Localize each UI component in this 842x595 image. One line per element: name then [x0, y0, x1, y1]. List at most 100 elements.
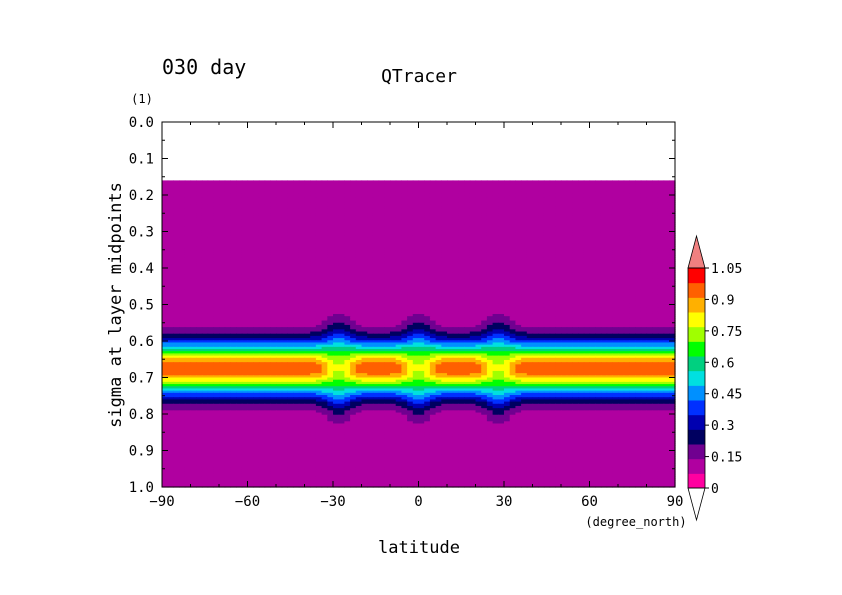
- field-cell: [276, 228, 283, 232]
- field-cell: [258, 197, 266, 201]
- field-cell: [390, 197, 397, 201]
- field-cell: [475, 219, 482, 223]
- field-cell: [549, 204, 556, 208]
- field-cell: [350, 204, 357, 208]
- field-cell: [532, 215, 539, 219]
- field-cell: [355, 202, 363, 206]
- field-cell: [412, 182, 420, 186]
- field-cell: [623, 184, 630, 188]
- field-cell: [515, 184, 522, 188]
- field-cell: [452, 206, 459, 210]
- field-cell: [401, 202, 408, 206]
- field-cell: [458, 189, 465, 192]
- field-cell: [486, 239, 494, 243]
- field-cell: [606, 197, 613, 201]
- field-cell: [372, 213, 380, 217]
- field-cell: [338, 243, 345, 247]
- field-cell: [344, 241, 351, 245]
- field-cell: [327, 202, 334, 206]
- field-cell: [167, 215, 174, 219]
- field-cell: [201, 232, 209, 236]
- field-cell: [504, 222, 511, 225]
- field-cell: [190, 200, 197, 203]
- field-cell: [566, 224, 573, 227]
- field-cell: [509, 237, 516, 241]
- field-cell: [669, 217, 676, 221]
- field-cell: [498, 182, 505, 186]
- field-cell: [253, 215, 260, 219]
- field-cell: [321, 226, 328, 230]
- field-cell: [532, 182, 539, 186]
- field-cell: [190, 241, 197, 245]
- field-cell: [350, 237, 357, 241]
- field-cell: [549, 184, 556, 188]
- field-cell: [595, 239, 602, 243]
- field-cell: [201, 206, 209, 210]
- field-cell: [378, 202, 385, 206]
- field-cell: [418, 211, 425, 214]
- field-cell: [333, 195, 340, 199]
- field-cell: [236, 243, 243, 247]
- field-cell: [173, 186, 180, 190]
- field-cell: [247, 228, 254, 232]
- field-cell: [350, 243, 357, 247]
- field-cell: [595, 189, 602, 192]
- field-cell: [293, 224, 300, 227]
- field-cell: [572, 219, 579, 223]
- field-cell: [640, 215, 648, 219]
- field-cell: [600, 184, 608, 188]
- field-cell: [492, 195, 499, 199]
- field-cell: [469, 217, 477, 221]
- field-cell: [293, 200, 300, 203]
- field-cell: [304, 219, 311, 223]
- field-cell: [452, 180, 459, 184]
- field-cell: [384, 232, 391, 236]
- field-cell: [589, 230, 596, 234]
- field-cell: [190, 243, 197, 247]
- field-cell: [201, 184, 209, 188]
- field-cell: [424, 191, 431, 195]
- field-cell: [401, 226, 408, 230]
- field-cell: [201, 215, 209, 219]
- field-cell: [276, 204, 283, 208]
- field-cell: [629, 239, 636, 243]
- field-cell: [600, 230, 608, 234]
- field-cell: [184, 184, 192, 188]
- field-cell: [355, 180, 363, 184]
- field-cell: [555, 197, 562, 201]
- field-cell: [521, 215, 528, 219]
- field-cell: [241, 228, 249, 232]
- field-cell: [504, 235, 511, 238]
- field-cell: [167, 180, 174, 184]
- field-cell: [287, 226, 294, 230]
- field-cell: [435, 202, 442, 206]
- field-cell: [247, 186, 254, 190]
- field-cell: [350, 241, 357, 245]
- field-cell: [207, 239, 214, 243]
- field-cell: [236, 211, 243, 214]
- field-cell: [241, 226, 249, 230]
- field-cell: [184, 241, 192, 245]
- field-cell: [196, 217, 203, 221]
- field-cell: [429, 189, 437, 192]
- field-cell: [629, 241, 636, 245]
- field-cell: [429, 182, 437, 186]
- field-cell: [618, 206, 625, 210]
- field-cell: [492, 213, 499, 217]
- field-cell: [321, 215, 328, 219]
- field-cell: [646, 239, 653, 243]
- field-cell: [258, 182, 266, 186]
- field-cell: [572, 202, 579, 206]
- field-cell: [241, 204, 249, 208]
- field-cell: [618, 230, 625, 234]
- field-cell: [213, 182, 220, 186]
- field-cell: [293, 193, 300, 197]
- field-cell: [629, 184, 636, 188]
- field-cell: [526, 186, 534, 190]
- field-cell: [429, 237, 437, 241]
- field-cell: [213, 224, 220, 227]
- field-cell: [304, 237, 311, 241]
- field-cell: [492, 204, 499, 208]
- field-cell: [372, 239, 380, 243]
- field-cell: [418, 224, 425, 227]
